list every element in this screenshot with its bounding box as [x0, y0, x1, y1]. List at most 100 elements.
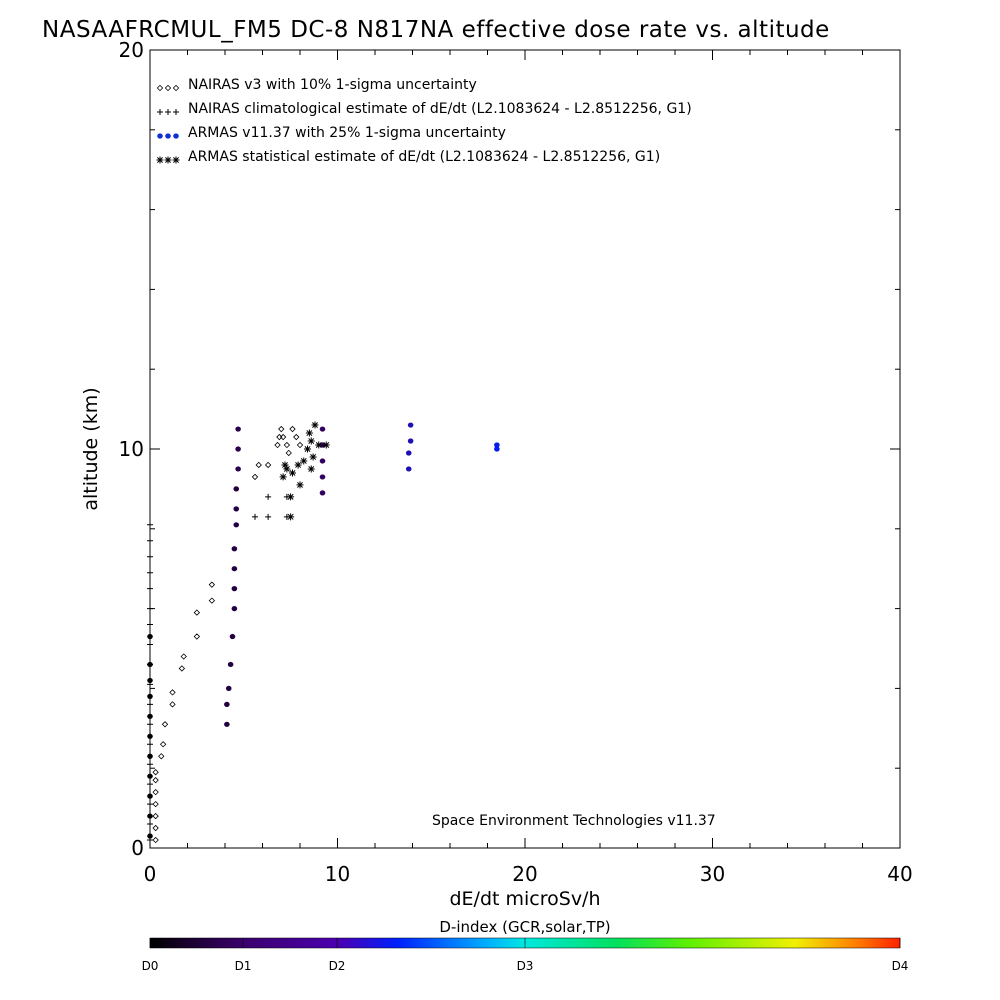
data-point-asterisk — [300, 457, 308, 465]
data-point-diamond — [279, 433, 287, 441]
data-point-diamond — [152, 769, 159, 776]
data-point-diamond — [283, 441, 291, 449]
legend-marker — [173, 133, 179, 139]
data-point-diamond — [159, 741, 167, 748]
data-point-asterisk — [304, 445, 311, 453]
data-point-dot — [405, 466, 412, 472]
data-point-plus — [252, 513, 258, 520]
y-tick-label: 20 — [119, 38, 144, 62]
data-point-dot — [224, 701, 230, 707]
legend-marker — [157, 109, 163, 115]
data-point-dot — [494, 442, 500, 448]
data-point-dot — [233, 522, 240, 528]
data-point-asterisk — [287, 513, 295, 521]
colorbar-tick-label: D1 — [235, 959, 252, 973]
legend-label: ARMAS v11.37 with 25% 1-sigma uncertaint… — [188, 125, 506, 141]
data-point-diamond — [169, 689, 176, 696]
legend-marker — [164, 156, 172, 164]
data-point-asterisk — [322, 441, 330, 449]
data-point-dot — [227, 661, 234, 668]
data-point-plus — [147, 605, 153, 612]
data-point-asterisk — [294, 461, 302, 469]
data-point-plus — [147, 569, 153, 576]
data-point-plus — [147, 521, 153, 528]
legend-symbol-asterisk — [156, 156, 180, 164]
data-point-diamond — [180, 653, 187, 660]
legend-marker — [157, 133, 163, 139]
data-point-dot — [494, 446, 500, 452]
tick-labels: 0 10 20 30 40 0 10 20 — [119, 38, 913, 886]
x-tick-label: 10 — [325, 862, 350, 886]
data-point-diamond — [208, 597, 216, 604]
x-tick-label: 20 — [512, 862, 537, 886]
data-point-diamond — [169, 701, 176, 708]
data-point-dot — [229, 633, 236, 640]
data-point-dot — [147, 773, 153, 779]
data-point-dot — [319, 474, 326, 480]
data-point-diamond — [152, 800, 159, 808]
data-point-plus — [265, 513, 272, 520]
colorbar-tick-label: D0 — [142, 959, 159, 973]
y-tick-label: 0 — [131, 836, 144, 860]
data-point-diamond — [208, 581, 216, 588]
x-tick-label: 30 — [700, 862, 725, 886]
data-point-diamond — [161, 721, 169, 728]
legend-label: NAIRAS climatological estimate of dE/dt … — [188, 101, 692, 117]
data-point-plus — [147, 537, 153, 544]
data-point-dot — [147, 693, 153, 699]
legend-marker — [156, 84, 164, 92]
data-point-plus — [147, 701, 153, 708]
data-point-dot — [319, 458, 326, 464]
data-point-plus — [147, 641, 153, 648]
data-point-dot — [147, 813, 153, 819]
data-point-plus — [147, 621, 153, 628]
data-point-dot — [147, 733, 153, 739]
data-point-plus — [147, 821, 153, 828]
data-point-diamond — [274, 441, 281, 449]
data-point-dot — [147, 753, 153, 759]
data-point-diamond — [152, 812, 159, 820]
data-point-plus — [147, 721, 153, 728]
data-point-asterisk — [281, 461, 289, 469]
data-point-diamond — [251, 473, 259, 481]
data-point-dot — [235, 466, 241, 472]
legend-marker — [165, 133, 171, 139]
data-point-asterisk — [305, 429, 313, 437]
data-point-asterisk — [279, 473, 287, 481]
data-point-plus — [147, 781, 153, 788]
legend-marker — [164, 84, 172, 92]
colorbar-ticks: D0 D1 D2 D3 D4 — [142, 938, 908, 973]
data-point-asterisk — [309, 453, 317, 461]
legend-marker — [172, 84, 180, 92]
data-point-dot — [405, 450, 412, 456]
data-point-diamond — [278, 425, 285, 433]
data-point-diamond — [264, 461, 272, 469]
colorbar-tick-label: D3 — [517, 959, 534, 973]
data-point-diamond — [285, 449, 292, 457]
data-point-dot — [235, 426, 241, 432]
data-point-asterisk — [283, 465, 291, 473]
x-axis-label: dE/dt microSv/h — [449, 888, 600, 910]
data-point-asterisk — [311, 421, 319, 429]
data-point-diamond — [152, 788, 159, 796]
data-point-dot — [231, 586, 238, 592]
data-point-asterisk — [315, 441, 323, 449]
legend-marker — [173, 109, 179, 115]
data-point-plus — [147, 801, 153, 808]
data-point-dot — [319, 442, 326, 448]
data-point-diamond — [193, 609, 201, 616]
legend-symbol-dot — [157, 133, 179, 139]
credit-text: Space Environment Technologies v11.37 — [432, 813, 716, 829]
x-tick-label: 40 — [887, 862, 912, 886]
data-point-plus — [265, 493, 272, 500]
legend-marker — [172, 156, 180, 164]
data-point-dot — [231, 546, 238, 552]
data-point-dot — [233, 486, 240, 492]
data-point-dot — [231, 566, 238, 572]
data-point-dot — [224, 721, 230, 727]
data-point-asterisk — [307, 437, 315, 445]
data-point-dot — [233, 506, 240, 512]
y-tick-label: 10 — [119, 437, 144, 461]
data-point-dot — [319, 426, 326, 432]
data-point-diamond — [152, 777, 159, 784]
